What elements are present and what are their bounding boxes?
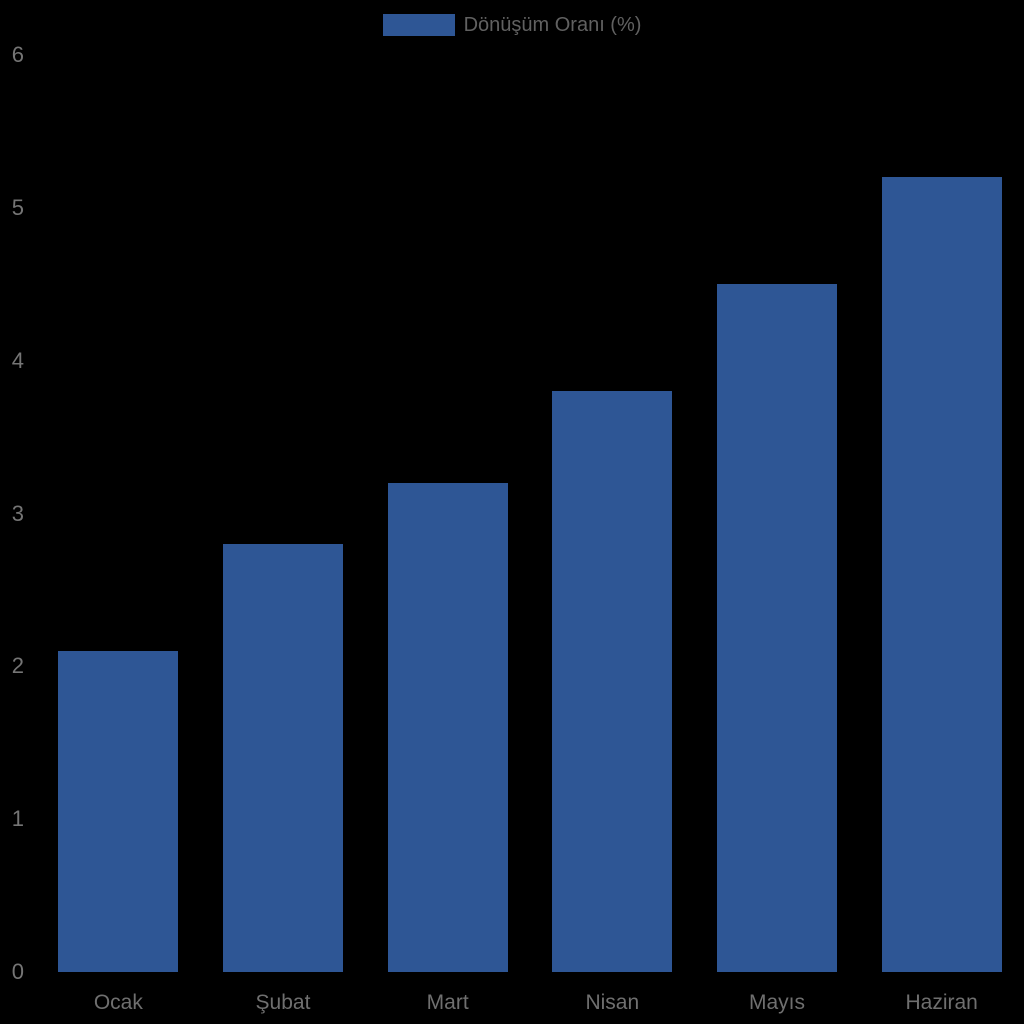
y-tick-label-4: 4	[11, 347, 24, 373]
y-tick-label-5: 5	[11, 195, 24, 220]
y-tick-label-1: 1	[11, 806, 24, 832]
x-tick-label-mart: Mart	[426, 991, 469, 1014]
chart-bar-mayıs	[717, 284, 837, 972]
y-tick-label-0: 0	[11, 959, 24, 984]
chart-bar-şubat	[223, 544, 343, 972]
legend-label: Dönüşüm Oranı (%)	[463, 14, 642, 36]
chart-bar-haziran	[881, 177, 1002, 972]
chart-bar-mart	[387, 483, 508, 972]
x-tick-label-mayıs: Mayıs	[748, 991, 805, 1014]
y-tick-label-6: 6	[11, 42, 24, 68]
y-tick-label-3: 3	[11, 500, 24, 526]
x-tick-label-ocak: Ocak	[93, 991, 143, 1014]
chart-bar-ocak	[58, 651, 179, 972]
chart-bar-nisan	[552, 391, 673, 972]
legend-swatch	[382, 14, 455, 36]
legend[interactable]: Dönüşüm Oranı (%)	[0, 14, 1024, 36]
x-tick-label-haziran: Haziran	[905, 991, 978, 1014]
x-tick-label-şubat: Şubat	[255, 991, 311, 1014]
x-tick-label-nisan: Nisan	[585, 991, 640, 1014]
y-tick-label-2: 2	[11, 653, 24, 679]
